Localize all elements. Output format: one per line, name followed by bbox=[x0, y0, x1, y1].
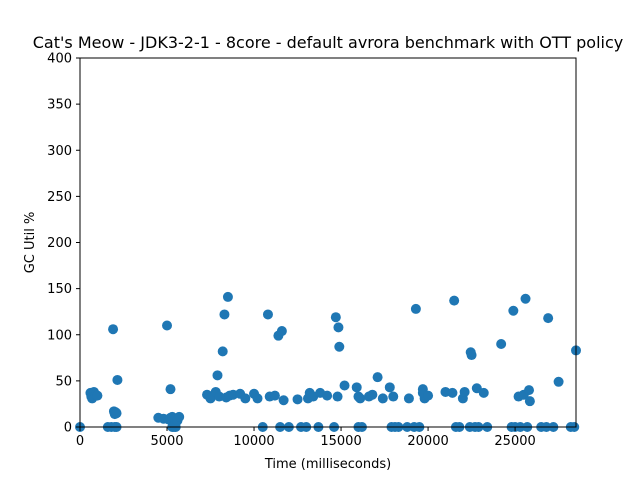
data-point bbox=[478, 387, 489, 398]
data-point bbox=[496, 338, 507, 349]
data-point bbox=[466, 350, 477, 361]
data-point bbox=[372, 372, 383, 383]
x-tick-label: 0 bbox=[76, 434, 84, 449]
data-point bbox=[322, 390, 333, 401]
y-tick-label: 400 bbox=[47, 52, 72, 67]
data-point bbox=[410, 303, 421, 314]
data-point bbox=[262, 309, 273, 320]
data-point bbox=[524, 396, 535, 407]
data-point bbox=[278, 395, 289, 406]
data-point bbox=[240, 393, 251, 404]
data-point bbox=[351, 382, 362, 393]
y-axis-ticks: 0 50 100 150 200 250 300 350 400 bbox=[47, 52, 80, 436]
y-tick-label: 100 bbox=[47, 328, 72, 343]
data-point bbox=[459, 386, 470, 397]
y-tick-label: 200 bbox=[47, 236, 72, 251]
data-point bbox=[276, 326, 287, 337]
x-tick-label: 10000 bbox=[233, 434, 274, 449]
data-point bbox=[174, 411, 185, 422]
data-point bbox=[355, 393, 366, 404]
data-point bbox=[332, 391, 343, 402]
data-point bbox=[403, 393, 414, 404]
data-point bbox=[330, 312, 341, 323]
data-point bbox=[165, 384, 176, 395]
data-point bbox=[292, 394, 303, 405]
y-tick-label: 150 bbox=[47, 282, 72, 297]
data-point bbox=[108, 324, 119, 335]
x-axis-label: Time (milliseconds) bbox=[264, 457, 391, 472]
y-tick-label: 300 bbox=[47, 144, 72, 159]
data-point bbox=[219, 309, 230, 320]
data-point bbox=[524, 385, 535, 396]
data-point bbox=[377, 393, 388, 404]
y-tick-label: 250 bbox=[47, 190, 72, 205]
data-point bbox=[212, 370, 223, 381]
x-tick-label: 25000 bbox=[494, 434, 535, 449]
x-tick-label: 15000 bbox=[320, 434, 361, 449]
y-tick-label: 50 bbox=[55, 374, 72, 389]
data-point bbox=[367, 389, 378, 400]
data-point bbox=[334, 341, 345, 352]
data-point bbox=[92, 390, 103, 401]
data-point bbox=[508, 305, 519, 316]
chart-title: Cat's Meow - JDK3-2-1 - 8core - default … bbox=[33, 33, 624, 52]
data-point bbox=[553, 376, 564, 387]
data-point bbox=[447, 387, 458, 398]
data-point bbox=[269, 390, 280, 401]
data-point bbox=[111, 408, 122, 419]
data-point bbox=[162, 320, 173, 331]
data-point bbox=[333, 322, 344, 333]
data-point bbox=[543, 313, 554, 324]
y-tick-label: 0 bbox=[64, 421, 72, 436]
y-axis-label: GC Util % bbox=[23, 212, 38, 274]
data-point bbox=[222, 291, 233, 302]
points-layer bbox=[75, 291, 581, 432]
data-point bbox=[384, 382, 395, 393]
data-point bbox=[217, 346, 228, 357]
data-point bbox=[339, 380, 350, 391]
x-tick-label: 20000 bbox=[407, 434, 448, 449]
data-point bbox=[388, 391, 399, 402]
data-point bbox=[520, 293, 531, 304]
x-tick-label: 5000 bbox=[150, 434, 183, 449]
data-point bbox=[252, 393, 263, 404]
data-point bbox=[112, 374, 123, 385]
data-point bbox=[449, 295, 460, 306]
data-point bbox=[423, 390, 434, 401]
y-tick-label: 350 bbox=[47, 98, 72, 113]
x-axis-ticks: 0 5000 10000 15000 20000 25000 bbox=[76, 427, 536, 449]
